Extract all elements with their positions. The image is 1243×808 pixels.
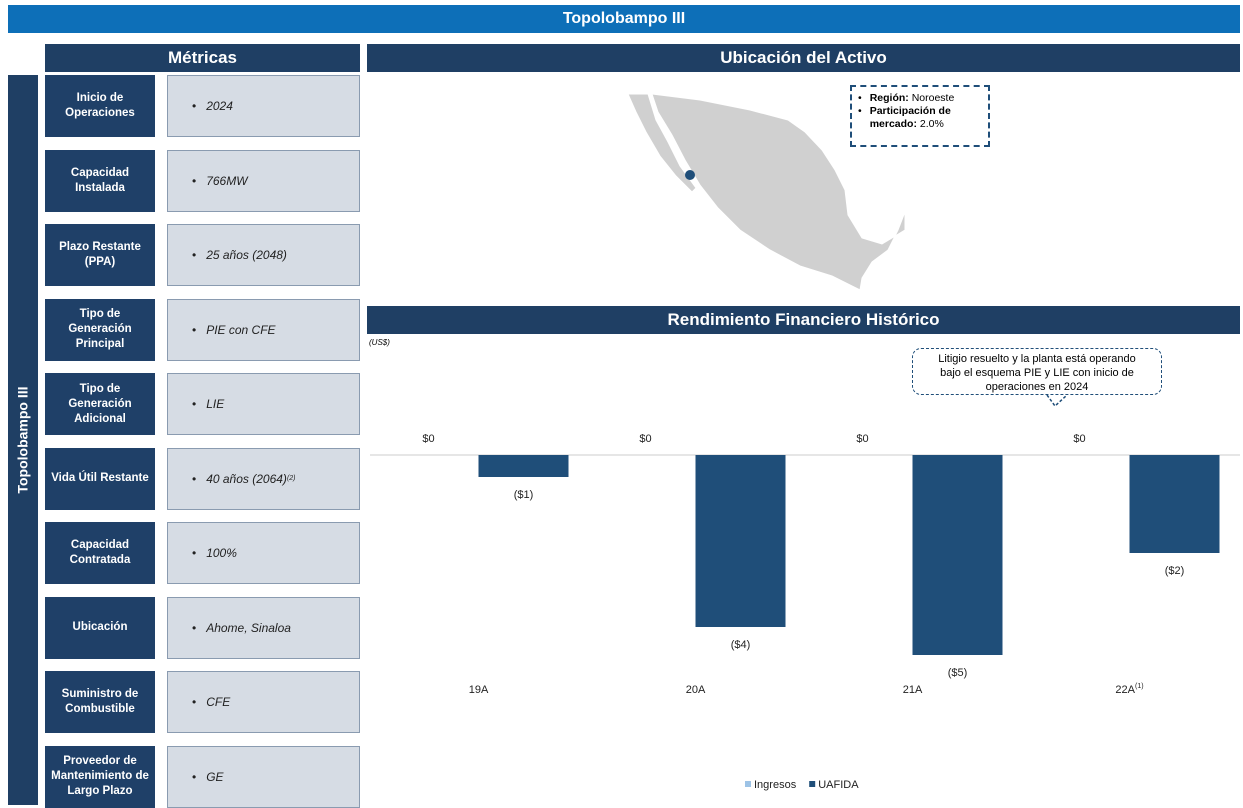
legend-label: UAFIDA bbox=[818, 779, 859, 791]
side-label: Topolobampo III bbox=[15, 386, 31, 494]
page-title: Topolobampo III bbox=[8, 5, 1240, 33]
data-label: ($2) bbox=[1165, 565, 1185, 577]
metric-value-text: 100% bbox=[206, 546, 237, 560]
metric-label: Capacidad Instalada bbox=[45, 149, 155, 212]
metric-value: CFE bbox=[167, 671, 360, 733]
superscript: (2) bbox=[286, 475, 296, 482]
data-label: ($1) bbox=[514, 489, 534, 501]
metric-value: 100% bbox=[167, 522, 360, 584]
metric-value: GE bbox=[167, 745, 360, 808]
chart: 19A $0 ($1) 20A $0 ($4) 21A $0 ($5) 22A(1) $0 ($2) I… bbox=[370, 394, 1240, 791]
legend-label: Ingresos bbox=[754, 779, 797, 791]
map-mainland bbox=[651, 93, 906, 291]
metric-label: Plazo Restante (PPA) bbox=[45, 224, 155, 286]
data-label: ($4) bbox=[731, 639, 751, 651]
metric-value: 2024 bbox=[167, 75, 360, 137]
data-label: $0 bbox=[856, 433, 868, 445]
legend-swatch bbox=[809, 781, 816, 787]
metric-value: Ahome, Sinaloa bbox=[167, 596, 360, 659]
bar bbox=[478, 455, 569, 477]
annotation: Litigio resuelto y la planta está operan… bbox=[912, 348, 1162, 395]
metric-value-text: 25 años (2048) bbox=[206, 248, 287, 262]
metric-label: Capacidad Contratada bbox=[45, 522, 155, 584]
metric-label: Ubicación bbox=[45, 596, 155, 659]
metric-label: Proveedor de Mantenimiento de Largo Plaz… bbox=[45, 745, 155, 808]
unit-label: (US$) bbox=[369, 338, 390, 347]
category: 21A bbox=[903, 684, 923, 696]
data-label: ($5) bbox=[948, 667, 968, 679]
info-value: 2.0% bbox=[919, 118, 944, 130]
data-label: $0 bbox=[1073, 433, 1085, 445]
metric-value-text: 766MW bbox=[206, 173, 248, 188]
info-label: Participación de mercado: bbox=[869, 105, 951, 130]
data-label: $0 bbox=[639, 433, 651, 445]
metric-value-text: PIE con CFE bbox=[206, 322, 276, 337]
legend-swatch bbox=[745, 781, 751, 787]
bullet: • bbox=[858, 92, 862, 104]
bar bbox=[1129, 455, 1220, 553]
metric-label: Inicio de Operaciones bbox=[45, 75, 155, 137]
x-tick-label: 19A bbox=[469, 684, 489, 696]
metrics-title: Métricas bbox=[45, 44, 360, 72]
side-bar: Topolobampo III bbox=[8, 75, 38, 805]
category: 22A bbox=[1115, 684, 1135, 696]
asset-dot bbox=[685, 170, 695, 180]
bar bbox=[912, 455, 1003, 655]
info-box: • Región: Noroeste • Participación de merca… bbox=[850, 85, 990, 147]
metric-value-text: CFE bbox=[206, 695, 231, 709]
x-tick-label: 21A bbox=[903, 684, 923, 696]
metric-value: 40 años (2064)(2) bbox=[167, 447, 360, 510]
location-title: Ubicación del Activo bbox=[367, 44, 1240, 72]
map-baja bbox=[627, 93, 697, 193]
bar bbox=[695, 455, 786, 627]
data-label: $0 bbox=[422, 433, 434, 445]
info-text: Región: Noroeste bbox=[870, 92, 955, 105]
info-value: Noroeste bbox=[911, 92, 955, 104]
metric-value-text: 2024 bbox=[206, 99, 233, 113]
info-item: • Participación de mercado: 2.0% bbox=[858, 105, 982, 131]
metric-value-text: GE bbox=[206, 769, 224, 784]
annotation-tail bbox=[1046, 394, 1068, 408]
metric-label: Tipo de Generación Principal bbox=[45, 298, 155, 361]
info-label: Región: bbox=[869, 92, 909, 104]
metric-value: 25 años (2048) bbox=[167, 224, 360, 286]
chart-title: Rendimiento Financiero Histórico bbox=[367, 306, 1240, 334]
metric-value: PIE con CFE bbox=[167, 298, 360, 361]
map bbox=[627, 93, 906, 291]
x-tick-label: 20A bbox=[686, 684, 706, 696]
info-text: Participación de mercado: 2.0% bbox=[870, 105, 982, 131]
bullet: • bbox=[858, 105, 862, 117]
metric-label: Suministro de Combustible bbox=[45, 671, 155, 733]
category: 19A bbox=[469, 684, 489, 696]
category: 20A bbox=[686, 684, 706, 696]
metric-value-text: LIE bbox=[206, 397, 225, 411]
x-tick-label: 22A(1) bbox=[1115, 683, 1143, 696]
info-item: • Región: Noroeste bbox=[858, 92, 982, 105]
metric-label: Tipo de Generación Adicional bbox=[45, 373, 155, 435]
metric-value: 766MW bbox=[167, 149, 360, 212]
metric-value: LIE bbox=[167, 373, 360, 435]
superscript: (1) bbox=[1135, 683, 1144, 690]
metric-value-text: Ahome, Sinaloa bbox=[206, 620, 291, 635]
metric-value-text: 40 años (2064) bbox=[206, 471, 287, 486]
metric-label: Vida Útil Restante bbox=[45, 447, 155, 510]
